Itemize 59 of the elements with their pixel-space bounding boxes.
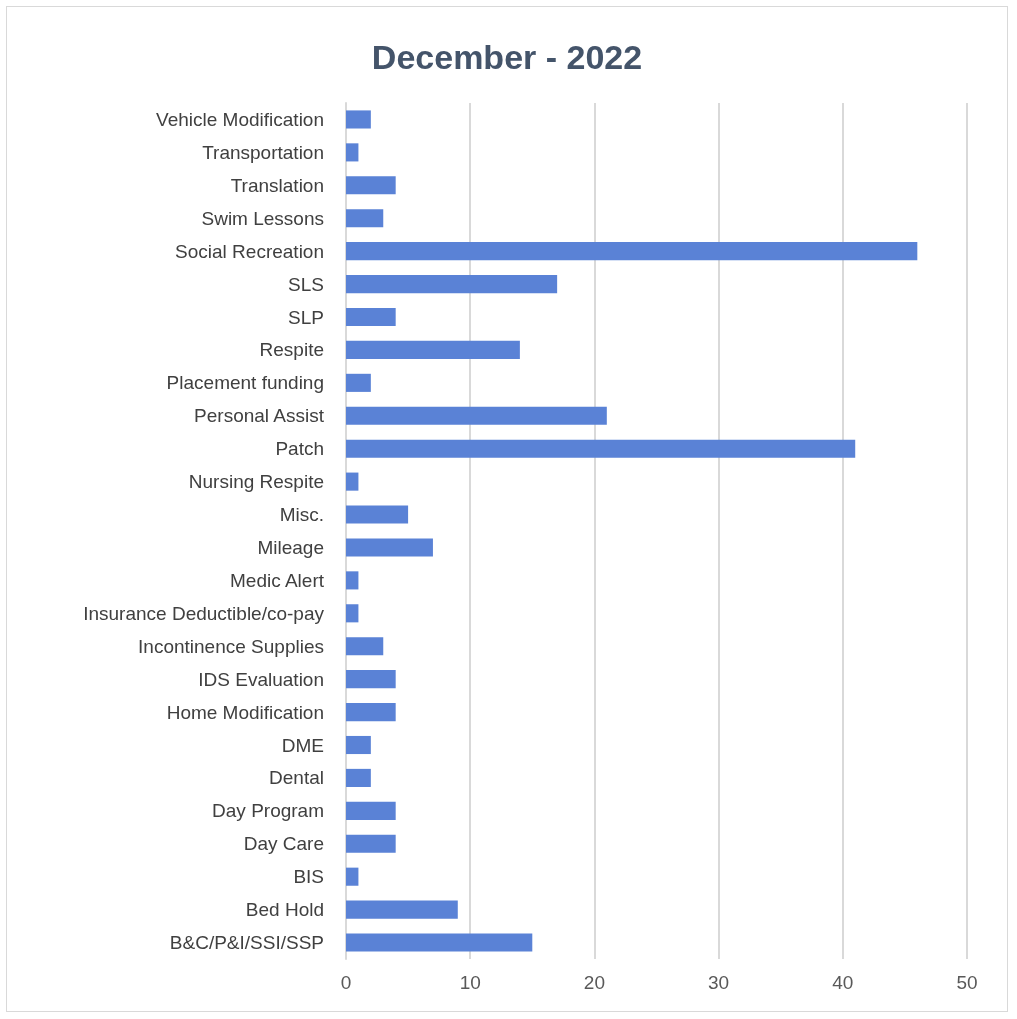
y-tick-label: BIS xyxy=(293,866,324,888)
bar xyxy=(346,703,396,722)
x-tick-label: 30 xyxy=(708,972,730,993)
y-tick-label: Patch xyxy=(275,438,324,460)
x-tick-label: 10 xyxy=(459,972,481,993)
y-tick-label: Personal Assist xyxy=(194,405,325,427)
bar xyxy=(346,867,359,886)
y-tick-label: Day Program xyxy=(212,800,324,822)
x-tick-label: 50 xyxy=(956,972,978,993)
y-tick-label: Mileage xyxy=(257,536,324,558)
bar xyxy=(346,505,409,524)
y-tick-label: Respite xyxy=(259,339,324,361)
y-tick-label: SLS xyxy=(288,273,324,295)
bar xyxy=(346,275,558,294)
bar xyxy=(346,571,359,590)
bar xyxy=(346,604,359,623)
y-tick-label: Translation xyxy=(230,174,324,196)
bar xyxy=(346,670,396,689)
bar xyxy=(346,209,384,228)
y-tick-label: Nursing Respite xyxy=(188,471,324,493)
bar xyxy=(346,768,371,787)
bar xyxy=(346,176,396,195)
bar xyxy=(346,933,533,952)
bar xyxy=(346,900,458,919)
bar xyxy=(346,340,520,359)
x-tick-label: 40 xyxy=(832,972,854,993)
y-tick-label: Misc. xyxy=(279,504,324,526)
y-tick-label: IDS Evaluation xyxy=(198,668,324,690)
bar xyxy=(346,735,371,755)
y-tick-label: Insurance Deductible/co-pay xyxy=(83,602,325,624)
bar xyxy=(346,406,607,425)
y-tick-label: SLP xyxy=(288,306,324,328)
bar xyxy=(346,307,396,327)
y-tick-label: Day Care xyxy=(243,833,324,855)
bar xyxy=(346,143,359,162)
y-tick-label: Incontinence Supplies xyxy=(138,635,324,657)
x-tick-label: 0 xyxy=(340,972,352,993)
bar xyxy=(346,538,433,557)
bar xyxy=(346,801,396,820)
y-tick-label: Social Recreation xyxy=(175,240,324,262)
bar xyxy=(346,373,371,392)
y-tick-label: Bed Hold xyxy=(245,899,324,921)
bar xyxy=(346,439,856,458)
y-tick-label: Medic Alert xyxy=(230,569,325,591)
y-tick-label: Placement funding xyxy=(166,372,324,394)
y-tick-label: Home Modification xyxy=(166,701,324,723)
bar xyxy=(346,834,396,853)
y-tick-label: Swim Lessons xyxy=(201,207,324,229)
y-tick-label: DME xyxy=(281,734,324,756)
bar xyxy=(346,637,384,656)
bar xyxy=(346,110,371,129)
y-tick-label: Vehicle Modification xyxy=(156,108,324,130)
bar xyxy=(346,242,918,261)
x-tick-label: 20 xyxy=(583,972,605,993)
bar xyxy=(346,472,359,491)
y-tick-label: Dental xyxy=(269,767,324,789)
chart-title: December - 2022 xyxy=(371,38,643,76)
y-tick-label: B&C/P&I/SSI/SSP xyxy=(169,932,324,954)
y-tick-label: Transportation xyxy=(202,141,324,163)
